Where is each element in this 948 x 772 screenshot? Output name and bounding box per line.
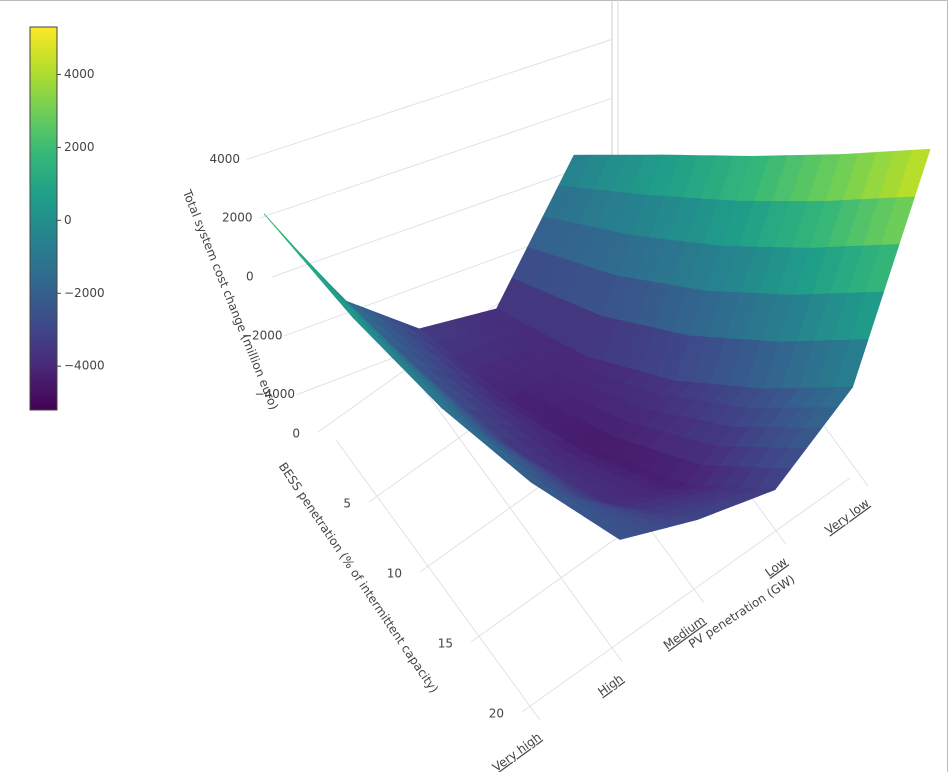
- colorbar-tick-label: −4000: [64, 359, 105, 373]
- x-grid-line: [521, 477, 851, 713]
- colorbar-tick-label: 4000: [64, 67, 95, 81]
- x-tick-label: 20: [489, 707, 504, 721]
- surface-patch: [601, 525, 637, 540]
- surface-patch: [299, 255, 334, 291]
- z-tick-label: −4000: [254, 387, 295, 401]
- z-grid-line: [246, 38, 613, 160]
- y-grid-line: [417, 381, 623, 662]
- colorbar-tick-label: −2000: [64, 286, 105, 300]
- x-tick-label: 0: [292, 427, 300, 441]
- x-tick-label: 10: [387, 567, 402, 581]
- z-tick-label: −2000: [242, 328, 283, 342]
- y-tick-label: High: [595, 671, 626, 699]
- y-grid-line: [335, 439, 541, 721]
- y-axis-title: PV penetration (GW): [686, 572, 797, 651]
- z-tick-label: 0: [246, 270, 254, 284]
- x-tick-label: 15: [438, 637, 453, 651]
- colorbar: [29, 26, 58, 411]
- z-grid-line: [259, 97, 613, 219]
- surface: [263, 148, 931, 540]
- colorbar-tick-label: 2000: [64, 140, 95, 154]
- z-tick-label: 2000: [222, 211, 253, 225]
- surface-patch: [317, 275, 351, 311]
- x-axis-title: BESS penetration (% of intermittent capa…: [276, 460, 441, 696]
- y-tick-label: Very high: [490, 730, 544, 772]
- z-tick-label: 4000: [209, 152, 240, 166]
- z-grid-line: [271, 156, 613, 278]
- colorbar-tick-label: 0: [64, 213, 72, 227]
- x-tick-label: 5: [343, 497, 351, 511]
- y-tick-label: Very low: [822, 496, 872, 537]
